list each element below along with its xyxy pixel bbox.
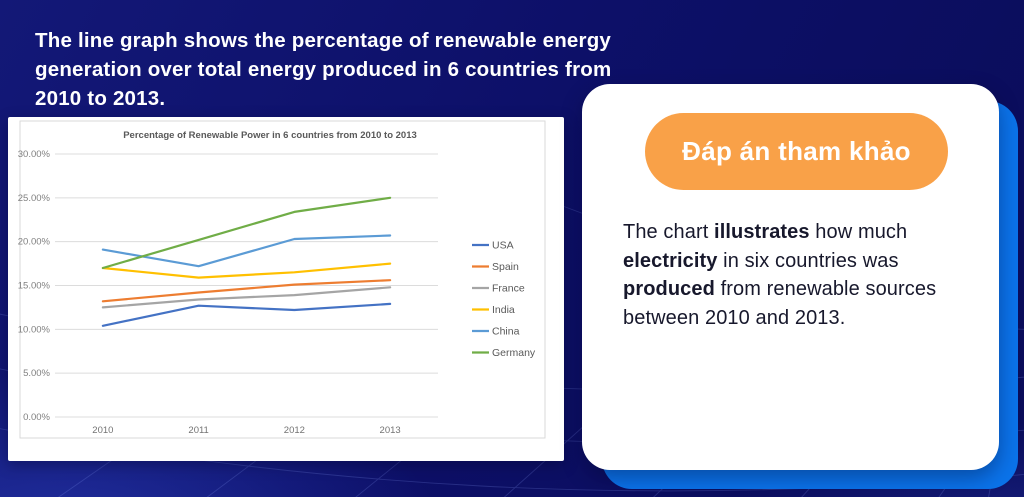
chart-panel: Percentage of Renewable Power in 6 count… <box>8 117 564 461</box>
line-chart: Percentage of Renewable Power in 6 count… <box>18 120 546 439</box>
svg-text:2012: 2012 <box>284 425 305 436</box>
svg-text:China: China <box>492 326 520 338</box>
svg-text:France: France <box>492 283 525 295</box>
svg-text:2011: 2011 <box>188 425 208 436</box>
svg-text:USA: USA <box>492 240 514 252</box>
answer-text: The chart illustrates how much electricit… <box>623 221 937 329</box>
svg-text:2013: 2013 <box>380 425 401 436</box>
prompt-text: The line graph shows the percentage of r… <box>35 29 612 110</box>
svg-text:10.00%: 10.00% <box>18 324 51 335</box>
svg-text:Percentage of Renewable Power: Percentage of Renewable Power in 6 count… <box>123 130 417 141</box>
svg-text:0.00%: 0.00% <box>23 412 50 423</box>
svg-text:Germany: Germany <box>492 347 536 359</box>
svg-text:India: India <box>492 304 515 316</box>
svg-text:Spain: Spain <box>492 261 519 273</box>
svg-text:30.00%: 30.00% <box>18 149 51 160</box>
answer-card: Đáp án tham khảo The chart illustrates h… <box>582 84 999 470</box>
answer-reference-button[interactable]: Đáp án tham khảo <box>645 113 948 190</box>
svg-text:2010: 2010 <box>92 425 113 436</box>
svg-text:15.00%: 15.00% <box>18 281 51 292</box>
svg-text:5.00%: 5.00% <box>23 368 50 379</box>
svg-text:25.00%: 25.00% <box>18 193 51 204</box>
svg-text:20.00%: 20.00% <box>18 237 51 248</box>
